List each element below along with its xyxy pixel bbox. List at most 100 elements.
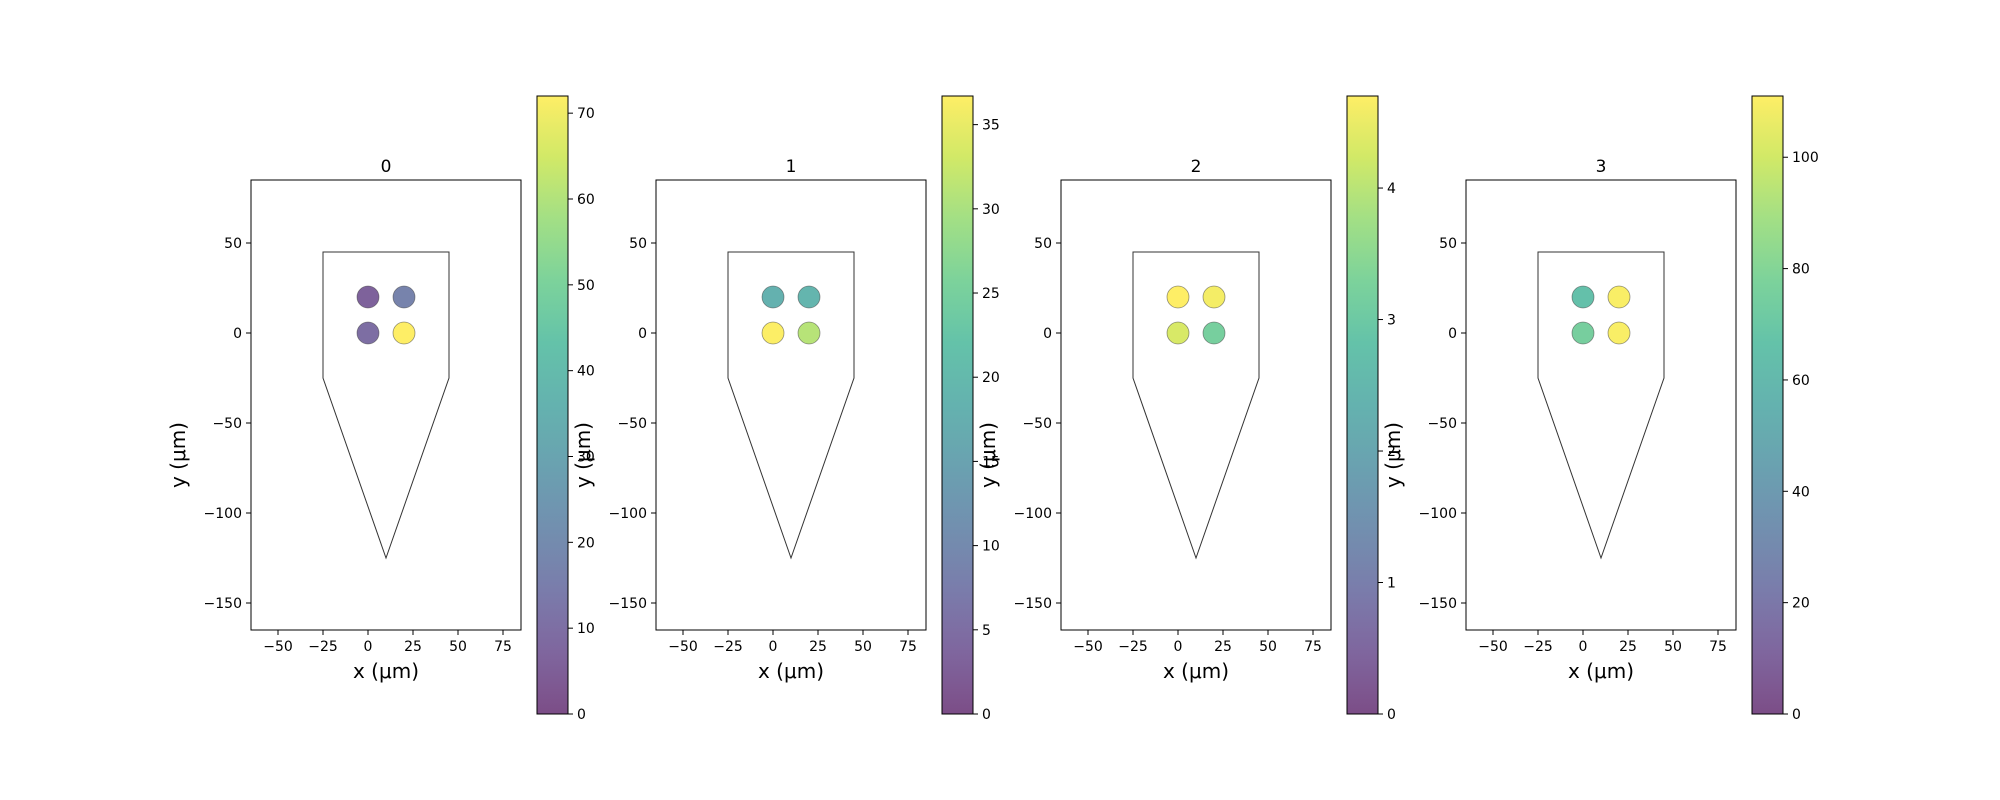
axes-frame: [1060, 179, 1332, 631]
data-point-0: [1571, 285, 1595, 309]
colorbar-tick-label: 3: [1387, 313, 1396, 329]
colorbar-tick-label: 0: [577, 707, 586, 723]
x-tick-label: −25: [1523, 639, 1553, 655]
colorbar-tick-label: 10: [982, 539, 1000, 555]
y-tick-label: −150: [204, 596, 242, 612]
data-point-2: [356, 321, 380, 345]
axes-frame: [1465, 179, 1737, 631]
colorbar-tick-label: 0: [1792, 707, 1801, 723]
y-axis-label: y (μm): [976, 422, 1000, 488]
x-tick-label: 0: [1174, 639, 1183, 655]
colorbar: [1751, 95, 1784, 715]
y-tick-label: −150: [1419, 596, 1457, 612]
x-tick-label: 75: [1709, 639, 1727, 655]
x-tick-label: 75: [1304, 639, 1322, 655]
colorbar-tick-label: 60: [1792, 373, 1810, 389]
colorbar-tick-label: 20: [1792, 596, 1810, 612]
data-point-2: [1166, 321, 1190, 345]
colorbar: [941, 95, 974, 715]
data-point-0: [356, 285, 380, 309]
data-point-3: [392, 321, 416, 345]
panel-3: 3 −50 −25 0 25 50 75 50 0 −50 −100 −150 x (μm) y (μm)…: [1381, 95, 1819, 723]
colorbar-tick-label: 5: [982, 623, 991, 639]
x-axis-label: x (μm): [353, 659, 419, 683]
y-tick-label: 50: [224, 236, 242, 252]
x-tick-label: −25: [308, 639, 338, 655]
data-point-0: [1166, 285, 1190, 309]
x-tick-label: −50: [1478, 639, 1508, 655]
x-tick-label: −50: [1073, 639, 1103, 655]
colorbar-tick-label: 40: [1792, 484, 1810, 500]
x-tick-label: 75: [494, 639, 512, 655]
data-point-2: [761, 321, 785, 345]
x-tick-label: −50: [263, 639, 293, 655]
colorbar: [536, 95, 569, 715]
colorbar-tick-label: 4: [1387, 181, 1396, 197]
x-axis-label: x (μm): [758, 659, 824, 683]
colorbar-tick-label: 100: [1792, 150, 1819, 166]
probe-outline: [322, 251, 450, 560]
y-tick-label: −150: [1014, 596, 1052, 612]
x-axis-label: x (μm): [1568, 659, 1634, 683]
data-point-3: [1607, 321, 1631, 345]
x-tick-label: 50: [854, 639, 872, 655]
colorbar-tick-label: 35: [982, 118, 1000, 134]
colorbar-tick-label: 25: [982, 286, 1000, 302]
panel-0: 0 −50 −25 0 25 50 75 50 0 −50 −100 −150 x (μm) y (μm)…: [166, 95, 595, 723]
y-tick-label: −100: [204, 506, 242, 522]
panel-title: 3: [1596, 157, 1607, 177]
x-tick-label: 50: [1664, 639, 1682, 655]
colorbar-tick-label: 40: [577, 364, 595, 380]
x-tick-label: −25: [713, 639, 743, 655]
y-tick-label: 0: [1448, 326, 1457, 342]
colorbar-tick-label: 60: [577, 192, 595, 208]
probe-outline: [1537, 251, 1665, 560]
axes-frame: [250, 179, 522, 631]
axes-frame: [655, 179, 927, 631]
x-tick-label: −25: [1118, 639, 1148, 655]
y-axis-label: y (μm): [571, 422, 595, 488]
x-tick-label: 0: [1579, 639, 1588, 655]
y-tick-label: −50: [1022, 416, 1052, 432]
y-tick-label: 50: [629, 236, 647, 252]
y-tick-label: 0: [638, 326, 647, 342]
colorbar-tick-label: 70: [577, 106, 595, 122]
colorbar-tick-label: 80: [1792, 262, 1810, 278]
data-point-1: [797, 285, 821, 309]
y-tick-label: 0: [1043, 326, 1052, 342]
colorbar-tick-label: 50: [577, 278, 595, 294]
y-tick-label: −50: [617, 416, 647, 432]
x-tick-label: 25: [404, 639, 422, 655]
data-point-2: [1571, 321, 1595, 345]
x-tick-label: 50: [1259, 639, 1277, 655]
x-tick-label: 0: [769, 639, 778, 655]
colorbar: [1346, 95, 1379, 715]
colorbar-tick-label: 10: [577, 621, 595, 637]
probe-outline: [727, 251, 855, 560]
x-tick-label: 50: [449, 639, 467, 655]
y-tick-label: −100: [1419, 506, 1457, 522]
x-tick-label: 25: [1619, 639, 1637, 655]
y-tick-label: −50: [212, 416, 242, 432]
data-point-0: [761, 285, 785, 309]
y-tick-label: −100: [609, 506, 647, 522]
colorbar-tick-label: 2: [1387, 444, 1396, 460]
colorbar-tick-label: 0: [1387, 707, 1396, 723]
colorbar-tick-label: 20: [577, 535, 595, 551]
data-point-1: [1607, 285, 1631, 309]
colorbar-tick-label: 1: [1387, 576, 1396, 592]
y-tick-label: 0: [233, 326, 242, 342]
y-axis-label: y (μm): [166, 422, 190, 488]
data-point-3: [797, 321, 821, 345]
data-point-1: [392, 285, 416, 309]
y-tick-label: −100: [1014, 506, 1052, 522]
y-tick-label: −150: [609, 596, 647, 612]
colorbar-tick-label: 30: [577, 450, 595, 466]
probe-outline: [1132, 251, 1260, 560]
y-axis-label: y (μm): [1381, 422, 1405, 488]
panel-title: 1: [786, 157, 797, 177]
y-tick-label: 50: [1034, 236, 1052, 252]
x-tick-label: −50: [668, 639, 698, 655]
